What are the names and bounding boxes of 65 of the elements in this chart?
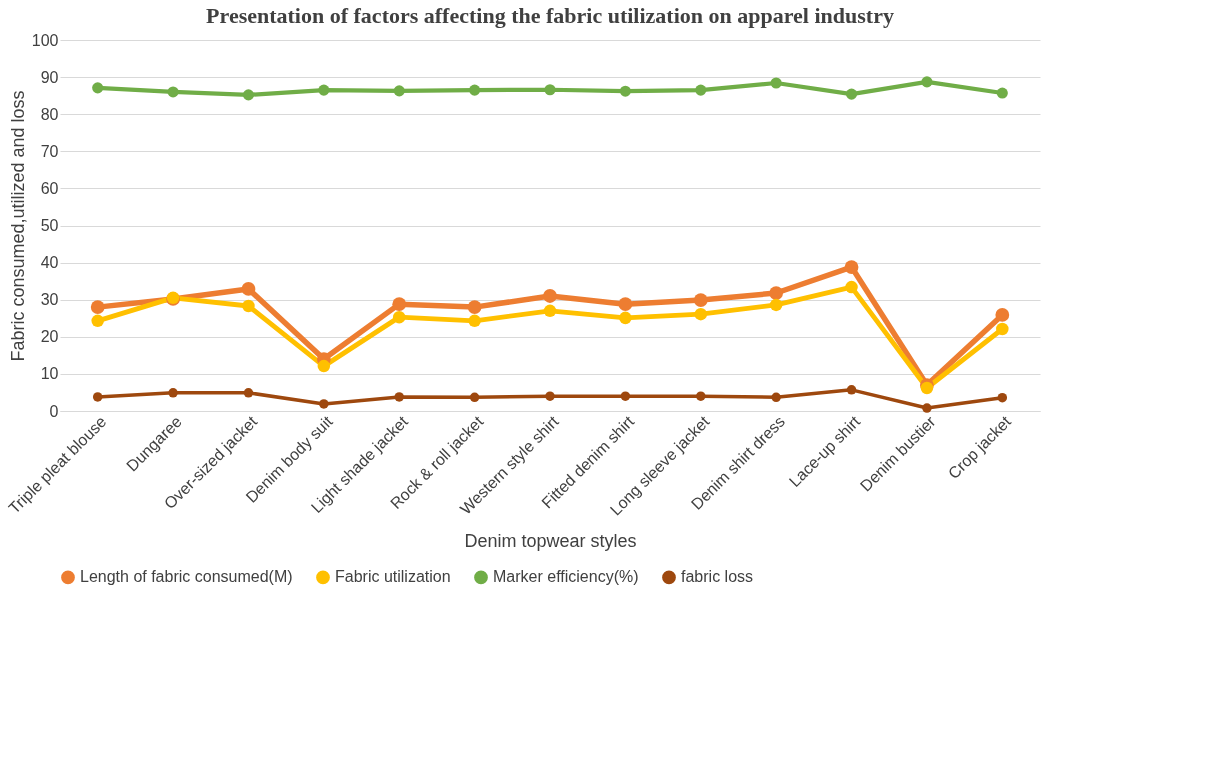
point xyxy=(618,297,633,312)
point xyxy=(769,286,784,300)
point xyxy=(243,388,254,398)
y-axis-title: Fabric consumed,utilized and loss xyxy=(7,90,28,362)
point xyxy=(996,87,1008,99)
point xyxy=(92,392,103,402)
point xyxy=(469,84,481,96)
point xyxy=(995,308,1010,322)
point xyxy=(168,388,178,398)
point xyxy=(620,391,631,401)
y-tick-label: 70 xyxy=(40,142,59,160)
point xyxy=(468,314,481,328)
point xyxy=(241,282,256,296)
point xyxy=(845,88,858,100)
x-axis-title: Denim topwear styles xyxy=(464,530,637,551)
y-tick-label: 90 xyxy=(40,68,59,86)
point xyxy=(393,85,405,97)
y-tick-label: 60 xyxy=(40,179,59,197)
point xyxy=(694,307,708,321)
point xyxy=(319,399,329,409)
point xyxy=(543,304,557,318)
point xyxy=(844,260,859,274)
point xyxy=(92,82,104,94)
point xyxy=(696,391,706,401)
legend-label: Length of fabric consumed(M) xyxy=(80,568,293,586)
point xyxy=(695,84,707,96)
point xyxy=(394,392,404,402)
legend-label: Marker efficiency(%) xyxy=(493,568,639,586)
y-tick-label: 80 xyxy=(40,105,59,123)
point xyxy=(769,298,783,312)
y-tick-label: 0 xyxy=(49,402,59,420)
point xyxy=(317,359,331,373)
point xyxy=(922,403,932,413)
y-tick-label: 100 xyxy=(31,31,59,49)
point xyxy=(845,280,858,294)
chart-title: Presentation of factors affecting the fabric utilization on apparel industry xyxy=(206,3,894,28)
point xyxy=(242,299,255,313)
point xyxy=(693,293,708,307)
point xyxy=(167,86,179,98)
y-tick-label: 50 xyxy=(40,217,59,234)
y-tick-label: 10 xyxy=(40,365,59,383)
point xyxy=(846,385,857,395)
point xyxy=(771,392,781,403)
point xyxy=(318,84,330,96)
point xyxy=(996,322,1009,336)
point xyxy=(90,300,105,314)
point xyxy=(921,76,933,88)
point xyxy=(545,391,555,401)
point xyxy=(543,289,557,303)
point xyxy=(392,310,406,324)
y-tick-label: 30 xyxy=(40,291,59,309)
legend-label: fabric loss xyxy=(681,568,754,586)
point xyxy=(392,297,407,312)
point xyxy=(91,314,104,328)
y-tick-label: 40 xyxy=(40,254,59,272)
point xyxy=(997,392,1008,403)
point xyxy=(770,77,782,89)
point xyxy=(544,84,556,96)
point xyxy=(242,89,255,101)
point xyxy=(619,311,632,325)
point xyxy=(467,300,482,314)
y-tick-label: 20 xyxy=(40,328,59,346)
legend-label: Fabric utilization xyxy=(335,568,451,586)
point xyxy=(469,392,480,403)
point xyxy=(619,85,631,97)
